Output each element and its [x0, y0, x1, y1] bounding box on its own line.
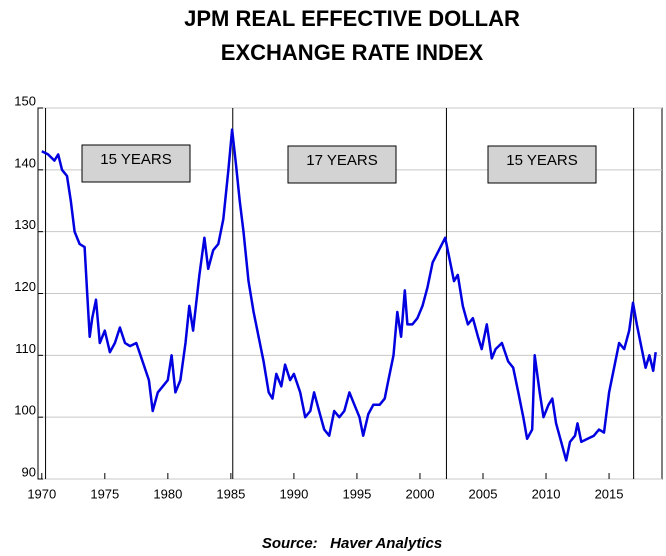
y-tick-label: 90: [22, 464, 36, 479]
x-tick-label: 1990: [279, 486, 308, 501]
y-tick-label: 100: [14, 403, 36, 418]
x-tick-label: 1975: [90, 486, 119, 501]
y-tick-label: 130: [14, 217, 36, 232]
x-tick-label: 1985: [216, 486, 245, 501]
chart-title: EXCHANGE RATE INDEX: [221, 40, 484, 65]
y-tick-label: 150: [14, 93, 36, 108]
x-tick-label: 1970: [27, 486, 56, 501]
x-tick-label: 2015: [595, 486, 624, 501]
y-tick-label: 120: [14, 279, 36, 294]
source: Source: Haver Analytics: [262, 535, 442, 552]
annotation: 17 YEARS: [306, 152, 377, 169]
annotation-box: [487, 145, 597, 184]
annotation: 15 YEARS: [100, 151, 171, 168]
x-tick-label: 2005: [469, 486, 498, 501]
x-tick-label: 1995: [342, 486, 371, 501]
y-tick-label: 110: [15, 341, 36, 356]
annotation: 15 YEARS: [506, 152, 577, 169]
series-line: [41, 128, 657, 462]
chart-title: JPM REAL EFFECTIVE DOLLAR: [184, 6, 520, 31]
x-tick-label: 2010: [532, 486, 561, 501]
annotation-box: [81, 144, 191, 183]
y-tick-label: 140: [14, 155, 36, 170]
x-tick-label: 1980: [153, 486, 182, 501]
annotation-box: [287, 145, 397, 184]
x-tick-label: 2000: [406, 486, 435, 501]
